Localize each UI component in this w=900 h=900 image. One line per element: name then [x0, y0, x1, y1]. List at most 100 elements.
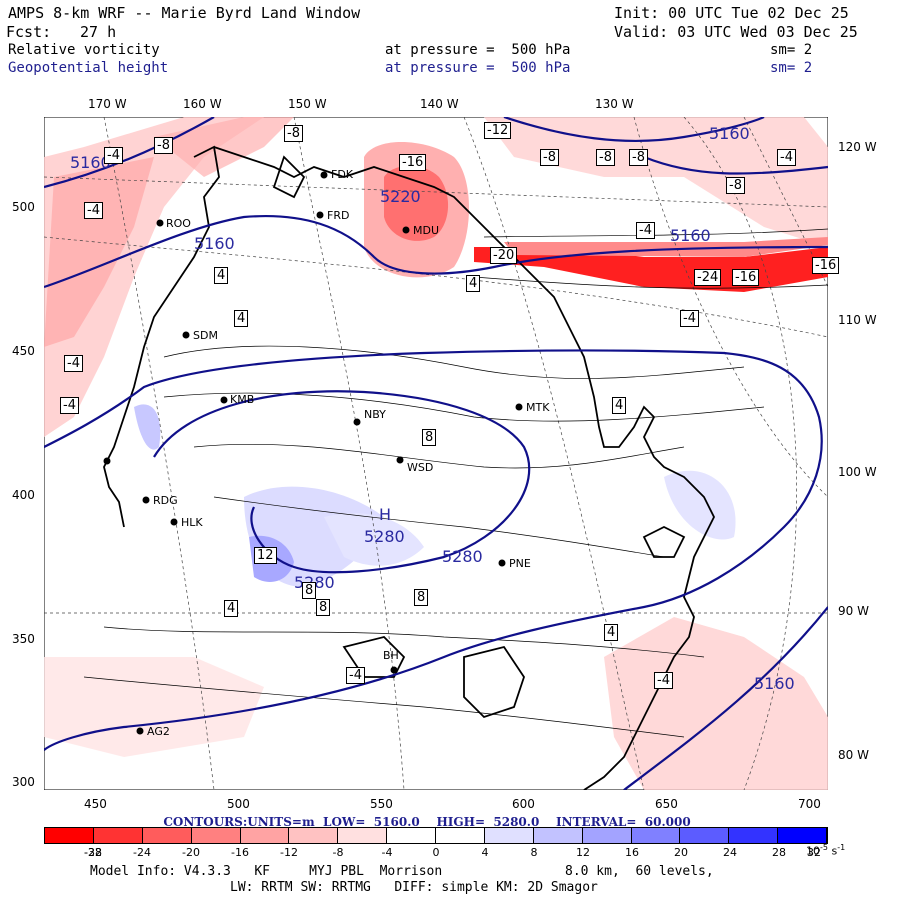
vorticity-label: -8 — [540, 149, 559, 166]
field1-name: Relative vorticity — [8, 42, 160, 58]
colorbar-swatch — [45, 828, 94, 843]
station-bh: BH — [383, 649, 399, 662]
colorbar-unit-s: s — [831, 844, 838, 858]
colorbar-tick-label: -32 — [84, 846, 102, 859]
vorticity-label: -4 — [104, 147, 123, 164]
init-time: Init: 00 UTC Tue 02 Dec 25 — [614, 4, 849, 22]
vorticity-label: -4 — [60, 397, 79, 414]
height-label: 5160 — [194, 234, 235, 253]
colorbar-swatch — [778, 828, 827, 843]
colorbar-tick-label: 24 — [723, 846, 737, 859]
colorbar-tick-label: 4 — [481, 846, 489, 859]
valid-time: Valid: 03 UTC Wed 03 Dec 25 — [614, 23, 858, 41]
x-tick-500: 500 — [227, 797, 250, 811]
station-wsd: WSD — [407, 461, 434, 474]
y-tick-450: 450 — [12, 344, 35, 358]
vorticity-label: 8 — [422, 429, 437, 446]
lon-label-170w: 170 W — [88, 97, 127, 111]
x-tick-700: 700 — [798, 797, 821, 811]
vorticity-label: -16 — [399, 154, 427, 171]
vorticity-label: -12 — [484, 122, 512, 139]
field2-name: Geopotential height — [8, 60, 169, 76]
station-labels: FDK FRD MDU ROO SDM KMB NBY MTK WSD RDG … — [44, 117, 828, 790]
x-tick-450: 450 — [84, 797, 107, 811]
colorbar-tick-label: 28 — [772, 846, 786, 859]
colorbar-swatch — [289, 828, 339, 843]
height-label: 5160 — [70, 153, 111, 172]
colorbar-unit-s-exp: -1 — [837, 843, 846, 852]
height-label: 5280 — [442, 547, 483, 566]
vorticity-label: 8 — [414, 589, 429, 606]
vorticity-label: -4 — [654, 672, 673, 689]
station-fdk: FDK — [331, 168, 354, 181]
field1-level: at pressure = 500 hPa — [385, 42, 571, 58]
lon-label-130w: 130 W — [595, 97, 634, 111]
vorticity-label: 4 — [612, 397, 627, 414]
colorbar-swatch — [680, 828, 730, 843]
height-label: 5160 — [709, 124, 750, 143]
colorbar-unit-exp: -5 — [820, 843, 828, 852]
station-frd: FRD — [327, 209, 350, 222]
colorbar-tick-label: -28 — [84, 846, 102, 859]
colorbar-tick-label: 12 — [576, 846, 590, 859]
vorticity-label: 4 — [604, 624, 619, 641]
height-contour-info: CONTOURS:UNITS=m LOW= 5160.0 HIGH= 5280.… — [155, 798, 691, 830]
colorbar-tick-label: -24 — [133, 846, 151, 859]
colorbar-swatch — [436, 828, 485, 843]
lon-label-150w: 150 W — [288, 97, 327, 111]
height-label: 5160 — [754, 674, 795, 693]
vorticity-label: -4 — [680, 310, 699, 327]
colorbar-swatch — [631, 828, 681, 843]
height-label: 5280 — [364, 527, 405, 546]
height-interval: INTERVAL= 60.000 — [556, 815, 691, 829]
y-tick-300: 300 — [12, 775, 35, 789]
lon-label-80w: 80 W — [838, 748, 869, 762]
vorticity-contours — [83, 228, 828, 738]
colorbar-tick-label: 20 — [674, 846, 688, 859]
lon-label-120w: 120 W — [838, 140, 877, 154]
station-mdu: MDU — [413, 224, 440, 237]
vorticity-label: 4 — [214, 267, 229, 284]
vorticity-label: 12 — [254, 547, 277, 564]
height-contours — [44, 117, 828, 790]
vorticity-label: -16 — [812, 257, 840, 274]
colorbar-swatch — [338, 828, 388, 843]
coastline — [103, 145, 716, 790]
vorticity-label: -4 — [84, 202, 103, 219]
colorbar-swatch — [533, 828, 583, 843]
lon-label-90w: 90 W — [838, 604, 869, 618]
colorbar-tick-label: -4 — [381, 846, 393, 859]
colorbar-swatch — [93, 828, 143, 843]
colorbar-swatch — [582, 828, 632, 843]
colorbar-swatch — [484, 828, 534, 843]
vorticity-label: -4 — [777, 149, 796, 166]
forecast-hour: 27 h — [80, 23, 117, 41]
station-kmb: KMB — [230, 393, 255, 406]
colorbar-tick-label: -20 — [182, 846, 200, 859]
height-contour-labels: 5160 5160 5160 5160 5160 5220 5280 5280 … — [44, 117, 828, 790]
height-label: 5220 — [380, 187, 421, 206]
lon-label-160w: 160 W — [183, 97, 222, 111]
colorbar-tick-label: 8 — [530, 846, 538, 859]
vorticity-label: -16 — [732, 269, 760, 286]
colorbar-tick-label: 32 — [807, 846, 821, 859]
colorbar-unit: 10-5 s-1 — [806, 843, 845, 858]
colorbar-swatch — [191, 828, 241, 843]
vorticity-label: 4 — [234, 310, 249, 327]
colorbar-tick-label: -12 — [280, 846, 298, 859]
lon-label-110w: 110 W — [838, 313, 877, 327]
field2-level: at pressure = 500 hPa — [385, 60, 571, 76]
colorbar-unit-base: 10 — [806, 844, 820, 858]
height-label: 5160 — [670, 226, 711, 245]
vorticity-label: 4 — [466, 275, 481, 292]
colorbar-tick-label: 16 — [625, 846, 639, 859]
vorticity-label: 8 — [316, 599, 331, 616]
station-pne: PNE — [509, 557, 531, 570]
vorticity-label: -20 — [490, 247, 518, 264]
colorbar-tick-label: -16 — [231, 846, 249, 859]
high-center-label: H — [379, 505, 392, 524]
lon-label-100w: 100 W — [838, 465, 877, 479]
colorbar-tick-label: -8 — [332, 846, 344, 859]
map-panel — [44, 117, 828, 790]
station-sdm: SDM — [193, 329, 218, 342]
